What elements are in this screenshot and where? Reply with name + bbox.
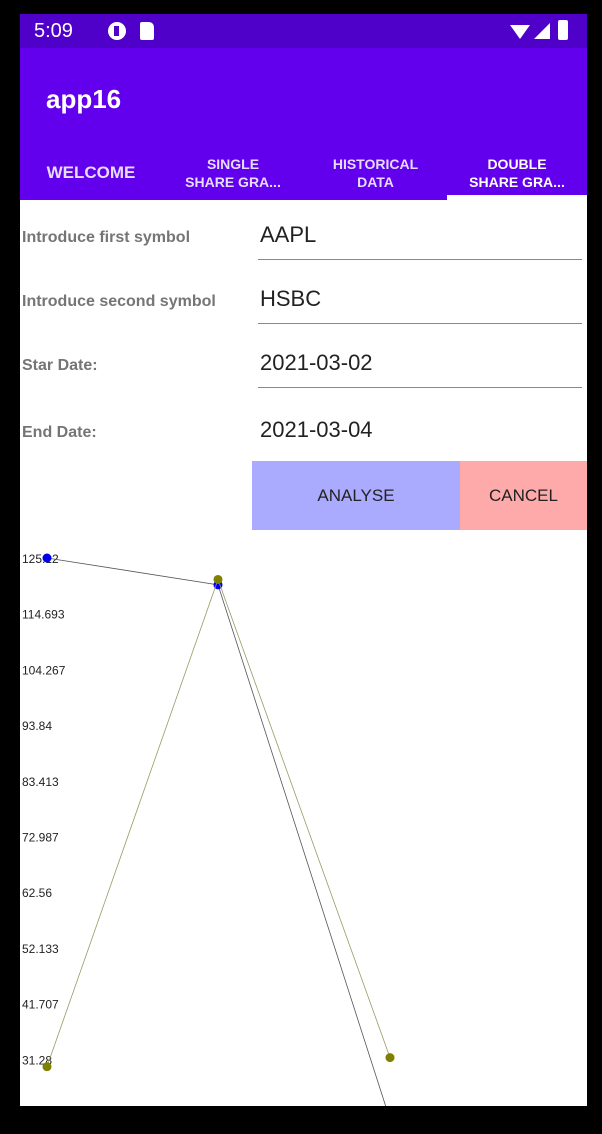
start-date-label: Star Date:	[22, 357, 98, 374]
status-time: 5:09	[34, 20, 73, 42]
device-frame-bottom	[0, 1106, 602, 1134]
y-tick-label: 41.707	[22, 998, 59, 1012]
tab-historical-label-2: DATA	[357, 174, 394, 190]
cancel-button[interactable]: CANCEL	[460, 461, 587, 530]
tab-historical-data[interactable]: HISTORICAL DATA	[304, 148, 447, 198]
y-tick-label: 93.84	[22, 719, 52, 733]
tab-single-share-label-1: SINGLE	[206, 156, 260, 172]
app-bar: app16 WELCOME SINGLE SHARE GRA... HISTOR…	[20, 48, 587, 200]
status-bar: 5:09	[20, 14, 587, 48]
start-date-input[interactable]	[258, 343, 582, 388]
second-symbol-input[interactable]	[258, 279, 582, 324]
double-share-chart: 125.12114.693104.26793.8483.41372.98762.…	[22, 552, 395, 1106]
series-0-point-0	[42, 553, 52, 563]
analyse-button[interactable]: ANALYSE	[252, 461, 460, 530]
device-frame-right	[587, 0, 602, 1134]
signal-icon	[534, 23, 550, 39]
series-1-point-1	[213, 574, 223, 584]
sd-card-icon	[140, 22, 154, 40]
second-symbol-label: Introduce second symbol	[22, 293, 216, 310]
first-symbol-input[interactable]	[258, 215, 582, 260]
y-tick-label: 114.693	[22, 608, 65, 622]
y-tick-label: 104.267	[22, 663, 66, 677]
tab-welcome[interactable]: WELCOME	[20, 148, 162, 198]
series-1-point-0	[42, 1062, 52, 1072]
y-tick-label: 52.133	[22, 942, 59, 956]
tab-single-share-graph[interactable]: SINGLE SHARE GRA...	[162, 148, 304, 198]
y-tick-label: 83.413	[22, 775, 59, 789]
y-tick-label: 72.987	[22, 831, 59, 845]
circle-p-icon	[108, 22, 126, 40]
first-symbol-label: Introduce first symbol	[22, 229, 191, 246]
app-title: app16	[46, 84, 122, 114]
tab-single-share-label-2: SHARE GRA...	[185, 174, 281, 190]
tab-double-share-label-1: DOUBLE	[487, 156, 547, 172]
device-frame-top	[0, 0, 602, 14]
tab-welcome-label: WELCOME	[46, 163, 136, 182]
end-date-input[interactable]	[258, 410, 582, 454]
battery-icon	[558, 20, 568, 40]
y-tick-label: 62.56	[22, 886, 52, 900]
wifi-icon	[510, 25, 530, 39]
tab-double-share-label-2: SHARE GRA...	[469, 174, 565, 190]
tab-double-share-graph[interactable]: DOUBLE SHARE GRA...	[447, 148, 587, 198]
series-line-0	[46, 557, 387, 1106]
series-1-point-2	[385, 1053, 395, 1063]
tab-historical-label-1: HISTORICAL	[332, 156, 419, 172]
tab-indicator	[447, 195, 587, 200]
device-frame-left	[0, 0, 20, 1134]
series-line-1	[46, 578, 391, 1067]
end-date-label: End Date:	[22, 424, 97, 441]
